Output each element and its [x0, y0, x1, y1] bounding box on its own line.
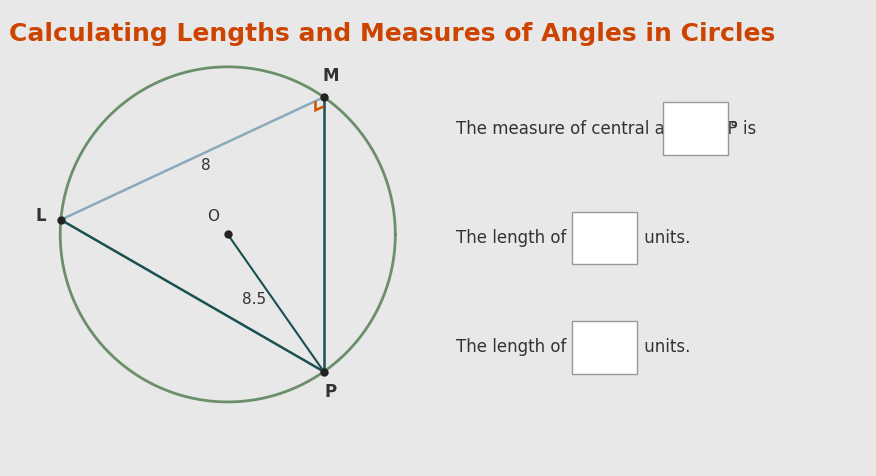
- Text: L: L: [35, 208, 46, 226]
- Text: The length of MP is: The length of MP is: [456, 338, 619, 357]
- FancyBboxPatch shape: [571, 321, 637, 374]
- FancyBboxPatch shape: [571, 212, 637, 264]
- Text: M: M: [322, 68, 339, 85]
- Text: O: O: [208, 209, 219, 224]
- Text: ⌄: ⌄: [623, 235, 632, 246]
- Text: Calculating Lengths and Measures of Angles in Circles: Calculating Lengths and Measures of Angl…: [9, 22, 775, 46]
- Text: units.: units.: [639, 338, 690, 357]
- Text: °: °: [730, 119, 738, 138]
- Text: ⌄: ⌄: [714, 126, 723, 136]
- Text: P: P: [324, 383, 336, 401]
- Text: units.: units.: [639, 229, 690, 247]
- Text: ⌄: ⌄: [623, 345, 632, 355]
- Text: 8.5: 8.5: [242, 292, 266, 307]
- Text: The length of LP is: The length of LP is: [456, 229, 614, 247]
- Text: 8: 8: [201, 158, 210, 173]
- FancyBboxPatch shape: [662, 102, 728, 155]
- Text: The measure of central angle LOP is: The measure of central angle LOP is: [456, 119, 761, 138]
